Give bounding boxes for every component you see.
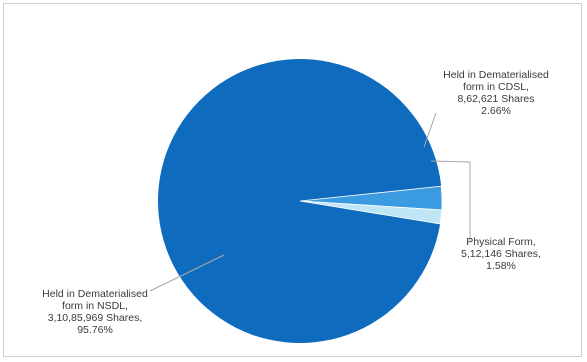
slice-label-2: Physical Form, 5,12,146 Shares, 1.58% — [461, 236, 541, 272]
slice-label-line: 3,10,85,969 Shares, — [48, 312, 143, 324]
slice-label-line: 95.76% — [77, 324, 113, 336]
leader-line-1 — [423, 112, 437, 148]
slice-label-line: 1.58% — [486, 260, 516, 272]
slice-label-line: 2.66% — [481, 105, 511, 117]
slice-label-line: 5,12,146 Shares, — [461, 248, 541, 260]
pie-slice-0 — [157, 58, 442, 344]
slice-label-1: Held in Dematerialised form in CDSL, 8,62,… — [443, 69, 549, 117]
slice-label-line: Held in Dematerialised — [443, 69, 549, 81]
slice-label-line: 8,62,621 Shares — [457, 93, 534, 105]
slice-label-0: Held in Dematerialised form in NSDL, 3,10,… — [42, 288, 148, 336]
pie-slice-2 — [299, 200, 443, 225]
slice-label-line: form in NSDL, — [62, 300, 128, 312]
slice-label-line: form in CDSL, — [463, 81, 529, 93]
slice-label-line: Held in Dematerialised — [42, 288, 148, 300]
leader-line-2 — [430, 160, 471, 242]
leader-line-0 — [149, 254, 225, 292]
slice-label-line: Physical Form, — [466, 236, 535, 248]
